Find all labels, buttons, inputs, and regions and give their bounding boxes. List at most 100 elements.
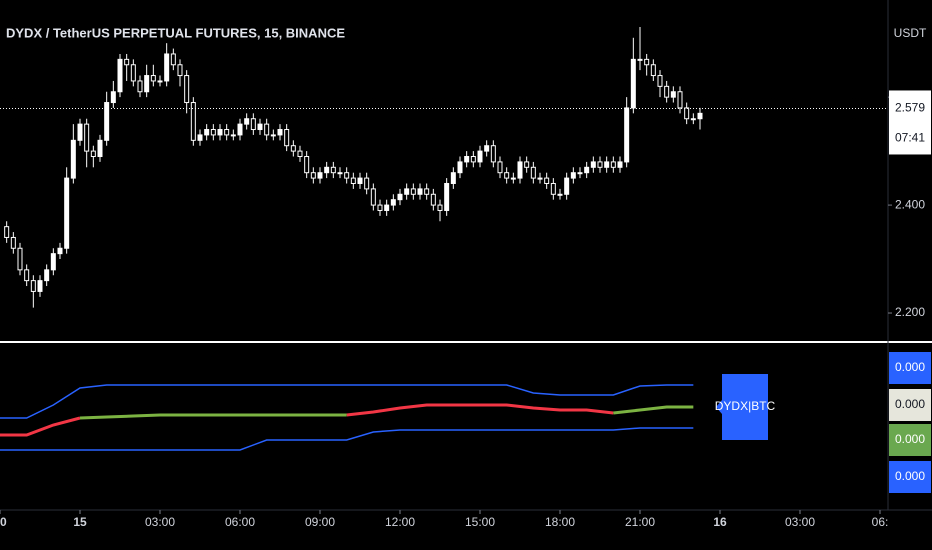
candle-body bbox=[10, 236, 16, 249]
candle-body bbox=[390, 199, 396, 206]
indicator-line bbox=[346, 403, 614, 417]
candle-body bbox=[657, 75, 663, 87]
y-tick-label: 2.200 bbox=[895, 305, 925, 319]
candle-body bbox=[484, 145, 490, 152]
scale-badge bbox=[889, 424, 931, 456]
candle-body bbox=[470, 156, 476, 163]
candle-body bbox=[197, 134, 203, 141]
candle-body bbox=[577, 172, 583, 175]
candle-body bbox=[264, 123, 270, 136]
x-tick-label: 12:00 bbox=[385, 515, 415, 529]
candle-body bbox=[437, 204, 443, 211]
candle-body bbox=[310, 172, 316, 179]
x-tick-label: 03:00 bbox=[785, 515, 815, 529]
candle-body bbox=[317, 172, 323, 179]
candle-body bbox=[164, 53, 170, 82]
x-tick-label: 06: bbox=[872, 515, 889, 529]
candle-body bbox=[330, 166, 336, 174]
candle-body bbox=[184, 75, 190, 104]
candle-body bbox=[270, 134, 276, 137]
candle-body bbox=[590, 161, 596, 168]
x-tick-label: 21:00 bbox=[625, 515, 655, 529]
candle-body bbox=[124, 58, 130, 66]
candle-body bbox=[70, 139, 76, 179]
candle-body bbox=[144, 75, 150, 93]
candle-body bbox=[670, 91, 676, 98]
candle-body bbox=[404, 188, 410, 195]
candle-body bbox=[37, 280, 43, 292]
candle-body bbox=[230, 134, 236, 137]
candle-body bbox=[477, 150, 483, 163]
last-price-badge bbox=[889, 90, 931, 155]
scale-badge bbox=[889, 389, 931, 421]
candle-body bbox=[244, 118, 250, 125]
candle-body bbox=[217, 129, 223, 136]
candle-body bbox=[644, 58, 650, 66]
candle-body bbox=[137, 80, 143, 93]
indicator-line bbox=[0, 416, 81, 437]
x-tick-label: 15:00 bbox=[465, 515, 495, 529]
candle-body bbox=[617, 161, 623, 168]
candle-body bbox=[690, 118, 696, 121]
candle-body bbox=[324, 166, 330, 174]
candle-body bbox=[650, 64, 656, 77]
candle-body bbox=[57, 247, 63, 255]
candle-body bbox=[370, 188, 376, 206]
last-price-label: 2.579 bbox=[895, 101, 925, 115]
x-tick-label: 15 bbox=[73, 515, 87, 529]
candle-body bbox=[524, 161, 530, 168]
candle-body bbox=[424, 188, 430, 195]
candle-body bbox=[304, 156, 310, 174]
candle-body bbox=[350, 177, 356, 184]
candle-body bbox=[557, 193, 563, 196]
candle-body bbox=[457, 161, 463, 174]
candle-body bbox=[150, 75, 156, 82]
candle-body bbox=[24, 269, 30, 282]
x-tick-label: 09:00 bbox=[305, 515, 335, 529]
scale-label: 0.000 bbox=[895, 397, 925, 411]
candle-body bbox=[17, 247, 23, 271]
candle-body bbox=[417, 188, 423, 195]
candle-body bbox=[637, 58, 643, 61]
candle-body bbox=[237, 123, 243, 136]
candle-body bbox=[344, 172, 350, 179]
candle-body bbox=[297, 150, 303, 158]
candle-body bbox=[570, 172, 576, 179]
indicator-line bbox=[0, 427, 694, 451]
candle-body bbox=[170, 53, 176, 66]
candle-body bbox=[377, 204, 383, 211]
candle-body bbox=[284, 129, 290, 147]
candle-body bbox=[30, 280, 36, 292]
badge-label: DYDX|BTC bbox=[715, 399, 776, 413]
candle-body bbox=[450, 172, 456, 184]
candle-body bbox=[510, 177, 516, 180]
candle-body bbox=[104, 102, 110, 141]
candle-body bbox=[110, 91, 116, 104]
candle-body bbox=[697, 112, 703, 120]
badge bbox=[716, 374, 768, 440]
scale-badge bbox=[889, 461, 931, 493]
candle-body bbox=[257, 123, 263, 131]
x-tick-label: 03:00 bbox=[145, 515, 175, 529]
x-tick-label: 18:00 bbox=[545, 515, 575, 529]
candle-body bbox=[50, 253, 56, 271]
candle-body bbox=[177, 64, 183, 77]
candle-body bbox=[117, 58, 123, 93]
scale-label: 0.000 bbox=[895, 432, 925, 446]
indicator-line bbox=[613, 405, 694, 415]
candle-body bbox=[290, 145, 296, 152]
candle-body bbox=[677, 91, 683, 109]
candle-body bbox=[130, 64, 136, 82]
candle-body bbox=[684, 107, 690, 120]
candle-body bbox=[204, 129, 210, 136]
candle-body bbox=[664, 85, 670, 98]
candle-body bbox=[550, 182, 556, 195]
candle-body bbox=[277, 129, 283, 136]
indicator-line bbox=[0, 384, 694, 419]
scale-label: 0.000 bbox=[895, 360, 925, 374]
candle-body bbox=[4, 226, 10, 238]
candle-body bbox=[430, 193, 436, 206]
indicator-line bbox=[79, 413, 347, 420]
